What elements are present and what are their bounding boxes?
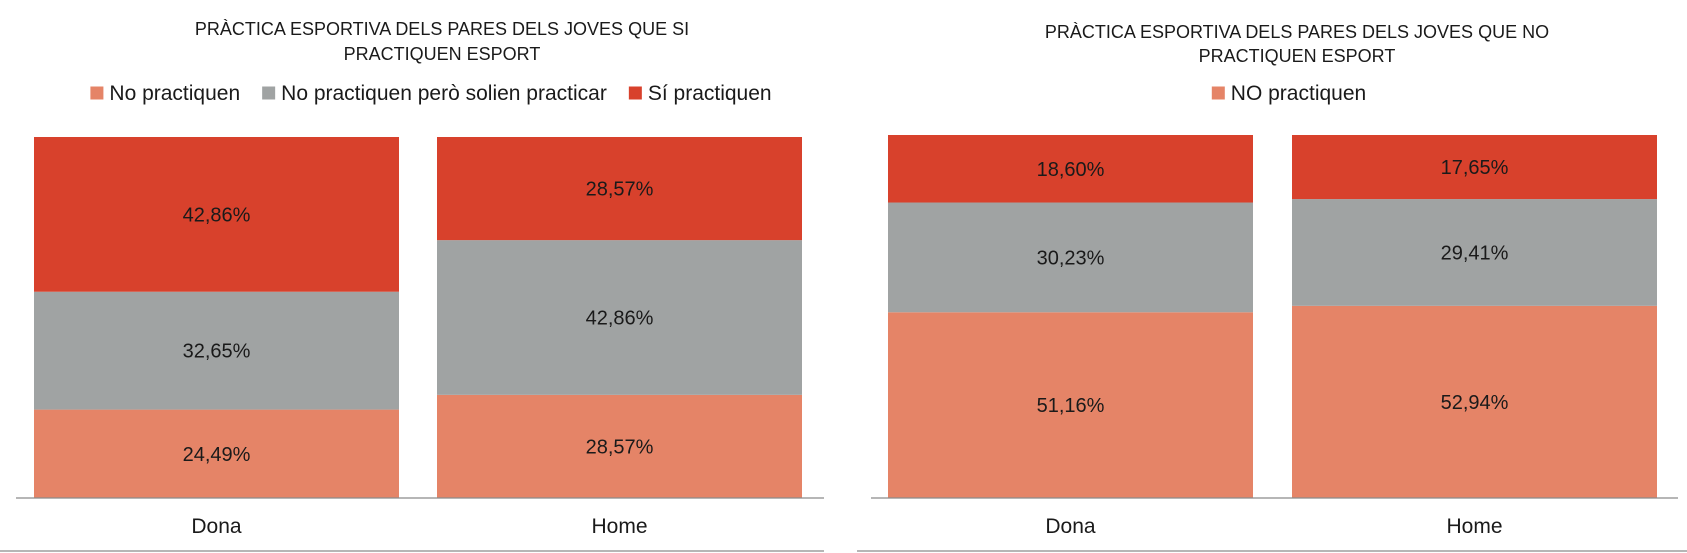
stacked-bar-dona: 24,49% 32,65% 42,86% xyxy=(34,137,399,498)
category-label: Home xyxy=(1446,515,1502,538)
data-label: 30,23% xyxy=(1037,247,1105,269)
bar-segment xyxy=(34,409,399,498)
legend-label: NO practiquen xyxy=(1231,82,1366,105)
data-label: 28,57% xyxy=(586,436,654,458)
legend-swatch xyxy=(1211,86,1225,100)
chart-panel-1: PRÀCTICA ESPORTIVA DELS PARES DELS JOVES… xyxy=(0,19,824,552)
data-label: 18,60% xyxy=(1037,159,1105,181)
bar-segment xyxy=(1292,199,1657,306)
legend-swatch xyxy=(628,86,642,100)
chart-panel-2: PRÀCTICA ESPORTIVA DELS PARES DELS JOVES… xyxy=(857,22,1687,552)
data-label: 29,41% xyxy=(1441,242,1509,264)
bar-segment xyxy=(888,135,1253,203)
bar-segment xyxy=(1292,305,1657,498)
bar-segment xyxy=(1292,135,1657,200)
stacked-bar-dona: 51,16% 30,23% 18,60% xyxy=(888,135,1253,498)
data-label: 42,86% xyxy=(586,308,654,330)
bar-segment xyxy=(34,291,399,410)
stacked-bar-home: 52,94% 29,41% 17,65% xyxy=(1292,135,1657,498)
data-label: 32,65% xyxy=(183,341,251,363)
legend: NO practiquen xyxy=(1211,82,1366,105)
category-label: Home xyxy=(591,515,647,538)
bar-segment xyxy=(888,202,1253,313)
bar-segment xyxy=(437,240,802,395)
data-label: 28,57% xyxy=(586,179,654,201)
data-label: 51,16% xyxy=(1037,395,1105,417)
legend-label: No practiquen xyxy=(109,82,240,105)
bar-segment xyxy=(888,312,1253,498)
category-label: Dona xyxy=(1045,515,1096,538)
bar-segment xyxy=(34,137,399,292)
data-label: 52,94% xyxy=(1441,392,1509,414)
bar-segment xyxy=(437,394,802,498)
chart-title-line: PRACTIQUEN ESPORT xyxy=(344,44,541,64)
data-label: 24,49% xyxy=(183,444,251,466)
legend-label: No practiquen però solien practicar xyxy=(281,82,607,105)
legend-label: Sí practiquen xyxy=(648,82,772,105)
stacked-bar-home: 28,57% 42,86% 28,57% xyxy=(437,137,802,498)
chart-title-line: PRÀCTICA ESPORTIVA DELS PARES DELS JOVES… xyxy=(195,19,689,39)
data-label: 42,86% xyxy=(183,204,251,226)
bar-segment xyxy=(437,137,802,241)
data-label: 17,65% xyxy=(1441,157,1509,179)
category-label: Dona xyxy=(191,515,242,538)
legend-swatch xyxy=(90,86,104,100)
chart-title-line: PRACTIQUEN ESPORT xyxy=(1199,46,1396,66)
chart-title-line: PRÀCTICA ESPORTIVA DELS PARES DELS JOVES… xyxy=(1045,22,1549,42)
legend-swatch xyxy=(262,86,276,100)
legend: No practiquen No practiquen però solien p… xyxy=(90,82,772,105)
